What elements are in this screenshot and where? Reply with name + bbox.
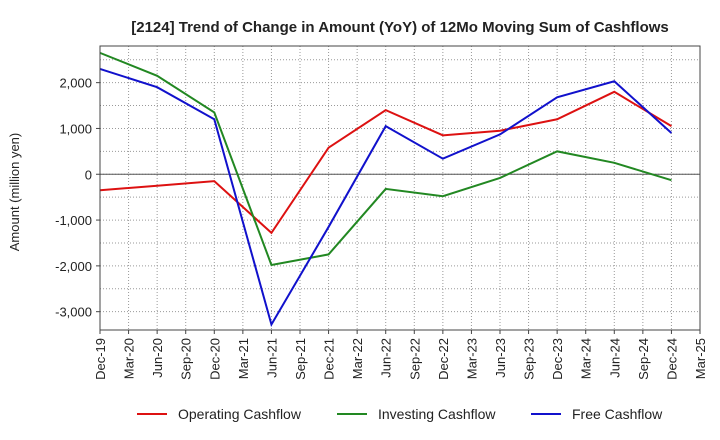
series-line	[99, 51, 672, 267]
y-tick-label: -3,000	[55, 305, 92, 320]
x-tick-label: Mar-25	[693, 338, 708, 379]
y-tick-label: -1,000	[55, 213, 92, 228]
x-tick-label: Mar-21	[236, 338, 251, 379]
y-tick-label: 1,000	[59, 121, 92, 136]
legend-label: Investing Cashflow	[378, 406, 496, 422]
x-tick-label: Mar-20	[122, 338, 137, 379]
x-tick-label: Mar-24	[579, 338, 594, 379]
legend-item: Free Cashflow	[531, 406, 663, 422]
series-investing-cashflow	[99, 51, 672, 267]
x-tick-label: Sep-22	[407, 338, 422, 380]
x-tick-label: Dec-21	[322, 338, 337, 380]
frame-layer	[99, 45, 701, 331]
x-tick-label: Sep-21	[293, 338, 308, 380]
x-tick-label: Jun-20	[150, 338, 165, 378]
x-tick-layer: Dec-19 Mar-20 Jun-20 Sep-20 Dec-20 Mar-21 Jun-…	[93, 330, 708, 380]
legend-item: Investing Cashflow	[337, 406, 496, 422]
x-tick-label: Mar-22	[350, 338, 365, 379]
legend-label: Operating Cashflow	[178, 406, 302, 422]
x-tick-label: Jun-23	[493, 338, 508, 378]
y-tick-label: 0	[85, 167, 92, 182]
y-tick-label: 2,000	[59, 76, 92, 91]
x-tick-label: Sep-20	[179, 338, 194, 380]
x-tick-label: Jun-22	[379, 338, 394, 378]
x-tick-label: Dec-22	[436, 338, 451, 380]
y-axis-label: Amount (million yen)	[7, 133, 22, 252]
series-layer	[99, 51, 673, 328]
x-tick-label: Dec-19	[93, 338, 108, 380]
x-tick-label: Sep-24	[636, 338, 651, 380]
x-tick-label: Mar-23	[464, 338, 479, 379]
chart-title: [2124] Trend of Change in Amount (YoY) o…	[131, 19, 669, 36]
x-tick-label: Dec-20	[207, 338, 222, 380]
x-tick-label: Jun-21	[264, 338, 279, 378]
y-tick-layer: -3,000 -2,000 -1,000 0 1,000 2,000	[55, 76, 100, 320]
x-tick-label: Sep-23	[522, 338, 537, 380]
plot-frame	[99, 45, 701, 331]
x-tick-label: Dec-23	[550, 338, 565, 380]
legend-label: Free Cashflow	[572, 406, 663, 422]
y-tick-label: -2,000	[55, 259, 92, 274]
grid-layer	[99, 46, 701, 330]
x-tick-label: Dec-24	[664, 338, 679, 380]
legend-item: Operating Cashflow	[137, 406, 302, 422]
legend: Operating Cashflow Investing Cashflow Free…	[137, 406, 663, 422]
x-tick-label: Jun-24	[607, 338, 622, 378]
